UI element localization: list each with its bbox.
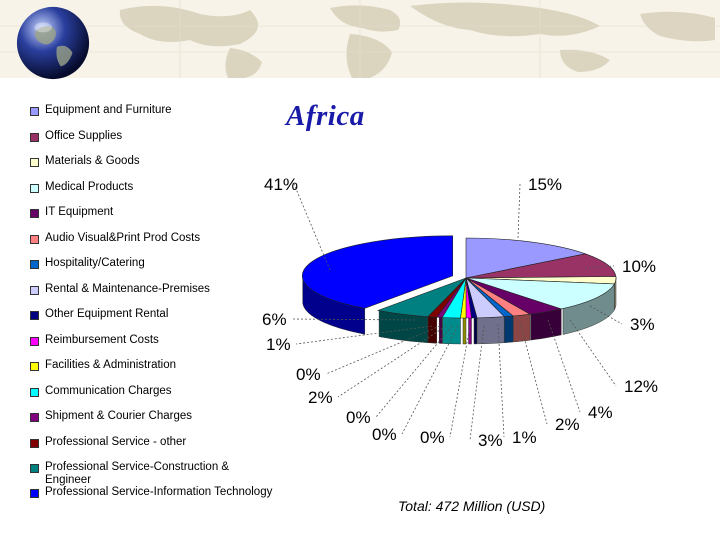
data-label: 2% [555, 415, 580, 434]
legend-item: Materials & Goods [30, 155, 275, 168]
legend-label: Other Equipment Rental [45, 308, 169, 320]
legend-swatch [30, 184, 39, 193]
leader-line [584, 265, 615, 269]
leader-line [569, 319, 617, 387]
legend-label: Materials & Goods [45, 155, 140, 167]
legend-swatch [30, 209, 39, 218]
chart-title: Africa [286, 100, 365, 132]
legend-item: Professional Service - other [30, 436, 275, 449]
legend-swatch [30, 439, 39, 448]
leader-line [295, 325, 433, 345]
data-label: 6% [262, 310, 287, 329]
legend-label: Facilities & Administration [45, 359, 177, 371]
legend-swatch [30, 337, 39, 346]
pie-slice [376, 277, 467, 318]
data-label: 3% [478, 431, 503, 450]
world-map-banner [0, 0, 720, 78]
leader-line [519, 321, 548, 425]
leader-line [401, 325, 459, 435]
legend-swatch [30, 235, 39, 244]
legend-label: Medical Products [45, 181, 134, 193]
data-label: 2% [308, 388, 333, 407]
pie-slice-side [513, 313, 531, 343]
legend-item: Other Equipment Rental [30, 308, 275, 321]
legend-label: Professional Service-Construction & Engi… [45, 461, 230, 486]
leader-line [547, 319, 581, 413]
legend-label: Communication Charges [45, 385, 172, 397]
legend-swatch [30, 362, 39, 371]
legend-swatch [30, 464, 39, 473]
data-label: 0% [296, 365, 321, 384]
data-label: 1% [512, 428, 537, 447]
leader-line [517, 183, 521, 239]
leader-line [497, 323, 505, 438]
legend-swatch [30, 133, 39, 142]
legend-label: Equipment and Furniture [45, 104, 172, 116]
globe-icon [16, 6, 90, 80]
legend-item: Audio Visual&Print Prod Costs [30, 232, 275, 245]
legend-swatch [30, 413, 39, 422]
legend-item: Professional Service-Information Technol… [30, 486, 275, 499]
legend-swatch [30, 311, 39, 320]
legend-swatch [30, 388, 39, 397]
leader-line [291, 318, 416, 321]
leader-line [469, 325, 485, 441]
data-label: 0% [420, 428, 445, 447]
leader-line [293, 183, 331, 271]
pie-slice [465, 277, 615, 310]
legend-item: Reimbursement Costs [30, 334, 275, 347]
pie-slice [465, 253, 617, 279]
legend-label: Professional Service-Information Technol… [45, 486, 273, 498]
legend-swatch [30, 489, 39, 498]
legend-item: Professional Service-Construction & Engi… [30, 461, 275, 487]
pie-slice-side [462, 317, 467, 345]
data-label: 0% [346, 408, 371, 427]
data-label: 1% [266, 335, 291, 354]
legend-swatch [30, 286, 39, 295]
leader-line [449, 325, 471, 438]
legend-label: Reimbursement Costs [45, 334, 159, 346]
legend-label: Audio Visual&Print Prod Costs [45, 232, 201, 244]
data-label: 0% [372, 425, 397, 444]
legend-item: Equipment and Furniture [30, 104, 275, 117]
legend-label: IT Equipment [45, 206, 114, 218]
pie-slice-side [477, 316, 505, 345]
leader-line [325, 325, 441, 375]
pie-slice [301, 235, 454, 309]
legend-item: Hospitality/Catering [30, 257, 275, 270]
data-label: 12% [624, 377, 658, 396]
legend-item: Medical Products [30, 181, 275, 194]
legend-item: IT Equipment [30, 206, 275, 219]
legend-item: Office Supplies [30, 130, 275, 143]
legend-swatch [30, 107, 39, 116]
legend-label: Shipment & Courier Charges [45, 410, 193, 422]
legend-label: Hospitality/Catering [45, 257, 145, 269]
legend-swatch [30, 260, 39, 269]
data-label: 3% [630, 315, 655, 334]
legend-label: Rental & Maintenance-Premises [45, 283, 210, 295]
pie-slice-side [442, 317, 461, 345]
legend-item: Shipment & Courier Charges [30, 410, 275, 423]
data-label: 4% [588, 403, 613, 422]
legend-item: Facilities & Administration [30, 359, 275, 372]
leader-line [337, 325, 447, 398]
legend-swatch [30, 158, 39, 167]
pie-slice [465, 237, 587, 279]
total-note: Total: 472 Million (USD) [398, 498, 546, 514]
data-label: 10% [622, 257, 656, 276]
legend-label: Office Supplies [45, 130, 123, 142]
legend-label: Professional Service - other [45, 436, 187, 448]
pie-slice-side [504, 315, 514, 343]
legend-item: Communication Charges [30, 385, 275, 398]
legend-item: Rental & Maintenance-Premises [30, 283, 275, 296]
pie-slice-side [427, 316, 437, 344]
pie-slice-side [473, 317, 478, 345]
data-label: 41% [264, 175, 298, 194]
data-label: 15% [528, 175, 562, 194]
